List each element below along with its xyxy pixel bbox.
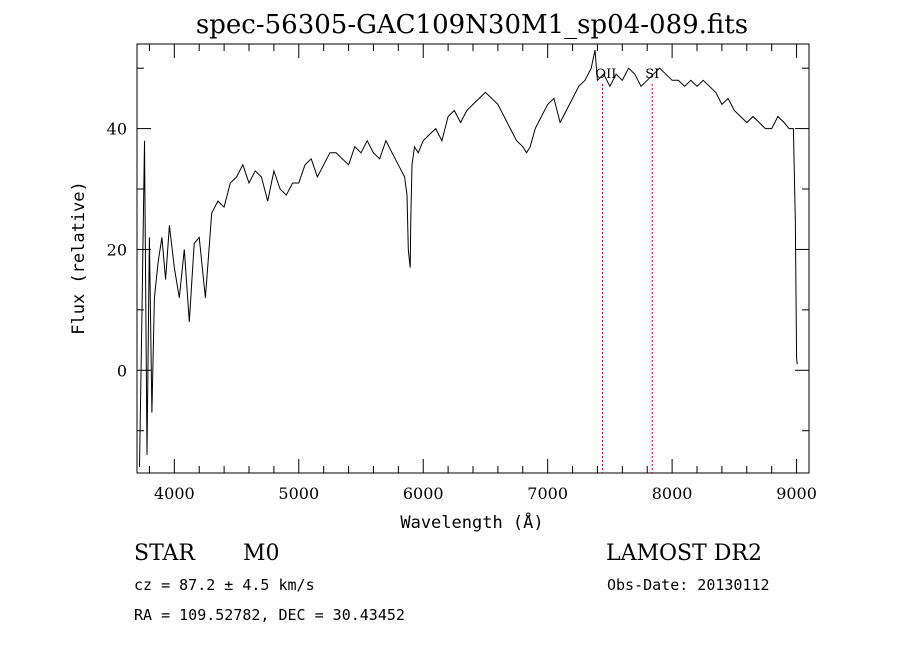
y-axis-label: Flux (relative) xyxy=(69,181,89,335)
y-axis-ticks: 0 20 40 xyxy=(107,67,809,432)
x-tick-label: 7000 xyxy=(527,484,568,503)
spectrum-series-line xyxy=(139,49,798,468)
object-subclass-label: M0 xyxy=(243,541,280,566)
x-axis-ticks: 4000 5000 6000 7000 8000 9000 xyxy=(148,44,817,503)
x-tick-label: 8000 xyxy=(652,484,693,503)
x-tick-label: 9000 xyxy=(776,484,817,503)
redshift-velocity-text: cz = 87.2 ± 4.5 km/s xyxy=(134,576,315,594)
x-axis-label: Wavelength (Å) xyxy=(400,511,543,533)
x-tick-label: 6000 xyxy=(403,484,444,503)
emission-line-markers: OII SI xyxy=(595,67,659,473)
x-tick-label: 4000 xyxy=(154,484,195,503)
observation-date-text: Obs-Date: 20130112 xyxy=(607,576,770,594)
marker-label: OII xyxy=(595,67,616,82)
plot-frame xyxy=(136,43,810,474)
coordinates-text: RA = 109.52782, DEC = 30.43452 xyxy=(134,606,405,624)
object-class-label: STAR xyxy=(134,541,196,566)
chart-title: spec-56305-GAC109N30M1_sp04-089.fits xyxy=(196,10,748,40)
y-tick-label: 20 xyxy=(107,240,127,259)
y-tick-label: 0 xyxy=(117,361,127,380)
x-tick-label: 5000 xyxy=(278,484,319,503)
survey-label: LAMOST DR2 xyxy=(606,541,762,566)
y-tick-label: 40 xyxy=(107,120,127,139)
